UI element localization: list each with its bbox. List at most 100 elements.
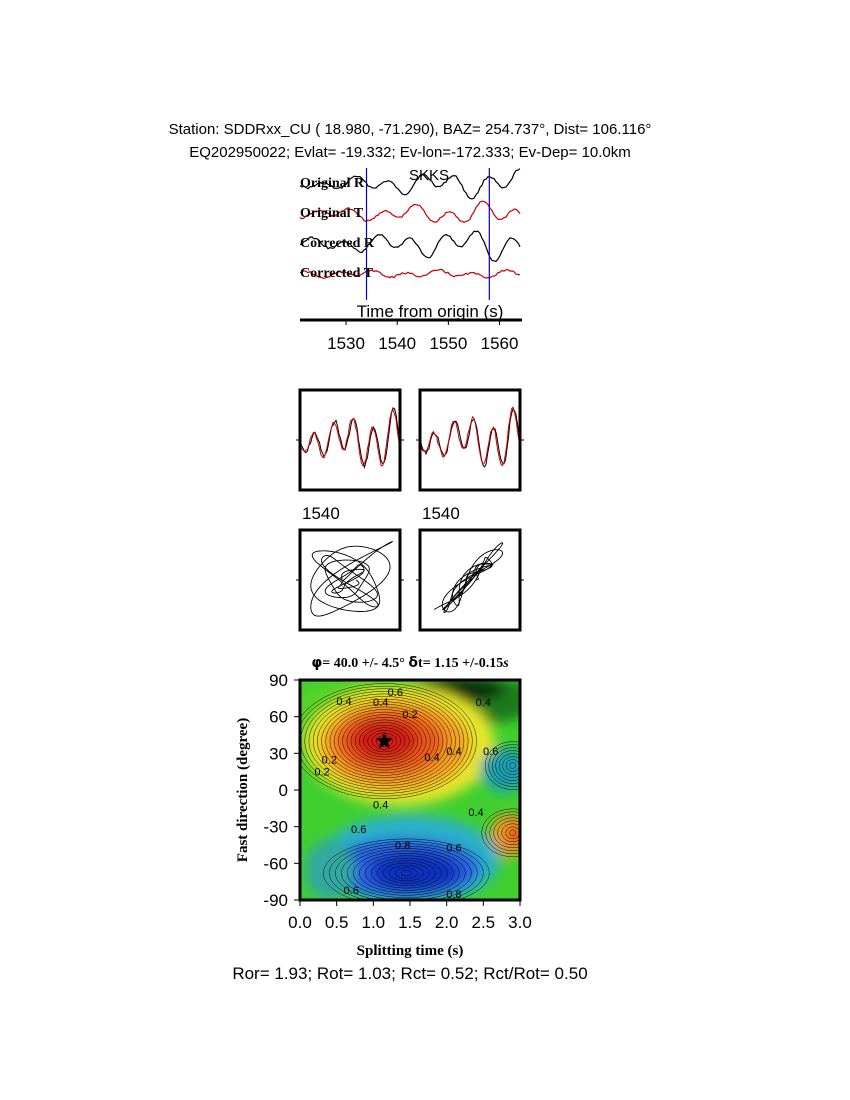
contour-label: 0.2 (322, 754, 337, 766)
contour-line (493, 817, 520, 849)
x-tick-label: 1.0 (362, 913, 386, 932)
trace-label: Original R (300, 176, 365, 191)
contour-line (317, 698, 452, 784)
contour-line (350, 719, 418, 763)
trace-label: Corrected T (300, 266, 374, 281)
contour-label: 0.6 (344, 885, 359, 897)
contour-line (333, 709, 435, 773)
contour-line (354, 722, 414, 760)
contour-line (481, 808, 520, 858)
trace-original-r (299, 168, 521, 200)
contour-label: 0.4 (476, 697, 491, 709)
trace-corrected-r (299, 230, 521, 263)
contour-label: 0.4 (446, 746, 461, 758)
contour-line (501, 823, 520, 843)
contour-line (489, 814, 520, 852)
contour-label: 0.4 (373, 697, 388, 709)
trace-original-t (299, 200, 521, 224)
small-panel-content (300, 407, 400, 470)
contour-line (353, 850, 460, 896)
x-tick-label: 1.5 (398, 913, 422, 932)
time-tick-label: 1540 (378, 334, 416, 353)
x-tick-label: 2.5 (472, 913, 496, 932)
contour-label: 0.6 (483, 746, 498, 758)
contour-label: 0.4 (336, 696, 351, 708)
contour-line (325, 704, 444, 779)
trace-corrected-t (299, 268, 521, 280)
time-tick-label: 1550 (429, 334, 467, 353)
grid-xlabel: Splitting time (s) (357, 943, 464, 959)
y-tick-label: -30 (263, 818, 288, 837)
time-tick-label: 1530 (327, 334, 365, 353)
contour-label: 0.6 (351, 824, 366, 836)
contour-line (371, 857, 442, 889)
contour-line (363, 727, 406, 755)
contour-line (359, 853, 454, 894)
small-panel-tick-label: 1540 (302, 504, 340, 523)
header-event-line: EQ202950022; Evlat= -19.332; Ev-lon=-172… (189, 144, 631, 161)
x-tick-label: 3.0 (508, 913, 532, 932)
contour-line (347, 848, 466, 898)
contour-line (383, 862, 430, 884)
contour-label: 0.4 (468, 807, 483, 819)
trace-label: Original T (300, 206, 364, 221)
contour-line (389, 865, 424, 882)
small-waveform-line (300, 407, 400, 470)
contour-line (498, 753, 520, 778)
contour-label: 0.8 (395, 840, 410, 852)
contour-line (359, 724, 410, 758)
x-tick-label: 0.5 (325, 913, 349, 932)
best-fit-star (375, 732, 393, 749)
contour-line (377, 860, 436, 886)
x-tick-label: 2.0 (435, 913, 459, 932)
y-tick-label: 0 (279, 781, 288, 800)
contour-line (341, 845, 472, 900)
contour-line (321, 701, 448, 781)
misfit-contours (300, 683, 520, 900)
waveform-traces (299, 168, 521, 300)
small-panel-frame (418, 388, 522, 492)
time-axis-label: Time from origin (s) (357, 302, 504, 321)
contour-line (401, 869, 412, 877)
y-tick-label: 60 (269, 708, 288, 727)
trace-label: Corrected R (300, 236, 375, 251)
small-panel-frame (298, 388, 402, 492)
contour-line (329, 706, 439, 776)
contour-line (367, 730, 402, 753)
y-tick-label: 90 (269, 671, 288, 690)
contour-label: 0.2 (402, 709, 417, 721)
contour-line (335, 843, 478, 900)
phase-label: SKKS (409, 167, 449, 184)
waveform-panel: SKKS Original R Original T Corrected R Corr… (299, 167, 522, 353)
contour-line (484, 741, 520, 790)
contour-line (338, 711, 431, 771)
contour-line (497, 820, 520, 846)
contour-line (509, 829, 516, 837)
x-tick-label: 0.0 (288, 913, 312, 932)
contour-line (346, 717, 423, 766)
contour-line (365, 855, 448, 891)
contour-line (491, 747, 520, 784)
small-waveform-line (300, 408, 400, 467)
best-fit-marker (375, 732, 393, 749)
contour-line (300, 683, 477, 799)
small-waveform-line (420, 406, 520, 467)
contour-label: 0.6 (388, 687, 403, 699)
contour-line (509, 762, 516, 769)
y-tick-label: -90 (263, 891, 288, 910)
contour-line (395, 867, 418, 879)
small-waveform-line (420, 408, 520, 468)
contour-line (329, 841, 484, 900)
contour-line (323, 838, 490, 900)
contour-line (308, 693, 460, 789)
time-axis-ticks: 1530 1540 1550 1560 (327, 320, 518, 353)
contour-line (502, 756, 520, 775)
contour-line (495, 750, 520, 781)
y-tick-label: -60 (263, 854, 288, 873)
contour-label: 0.6 (446, 842, 461, 854)
particle-motion-path (433, 542, 504, 613)
grid-title: φ= 40.0 +/- 4.5° δt= 1.15 +/-0.15s (311, 655, 509, 671)
particle-motion-panels: 1540 1540 (296, 388, 524, 632)
contour-line (300, 685, 473, 797)
